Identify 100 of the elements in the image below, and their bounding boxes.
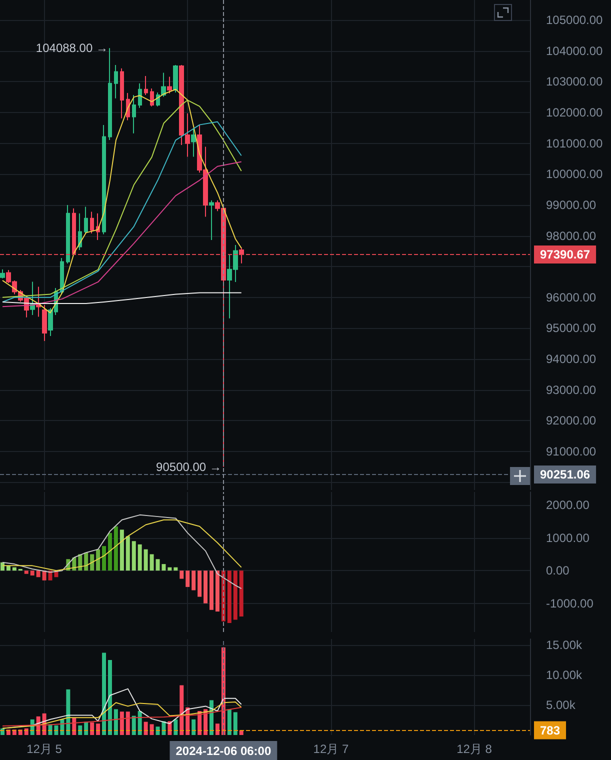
bar xyxy=(192,719,196,735)
bar xyxy=(102,546,106,571)
bar xyxy=(96,549,100,571)
bar xyxy=(168,567,172,571)
bar xyxy=(30,570,34,576)
candlestick xyxy=(239,246,244,264)
ref-line-label: 90251.06 xyxy=(540,468,590,482)
candlestick xyxy=(209,200,214,241)
y-tick-label: 96000.00 xyxy=(546,290,596,304)
line-series xyxy=(2,519,242,572)
bar xyxy=(215,724,220,735)
y-tick-label: 93000.00 xyxy=(546,382,596,397)
candlestick xyxy=(179,64,184,146)
y-tick-label: -1000.00 xyxy=(546,596,594,610)
bar xyxy=(90,722,94,735)
bar xyxy=(174,567,178,571)
y-tick-label: 103000.00 xyxy=(546,74,604,89)
bar xyxy=(144,549,148,571)
bar xyxy=(227,570,232,623)
y-tick-label: 102000.00 xyxy=(546,105,604,120)
bar xyxy=(132,541,136,571)
y-tick-label: 2000.00 xyxy=(546,498,590,512)
candlestick xyxy=(42,304,47,342)
candlestick xyxy=(78,212,82,251)
y-tick-label: 94000.00 xyxy=(546,352,596,366)
y-tick-label: 100000.00 xyxy=(546,167,604,182)
ref-line-label: 97390.67 xyxy=(540,248,590,262)
bar xyxy=(239,570,244,616)
bar xyxy=(215,570,220,612)
bar xyxy=(108,532,112,571)
x-tick-label: 12月 8 xyxy=(456,742,492,756)
bar xyxy=(233,570,238,620)
candlestick xyxy=(185,112,190,158)
y-tick-label: 99000.00 xyxy=(546,198,596,212)
x-tick-label: 12月 7 xyxy=(313,742,349,756)
bar xyxy=(102,652,106,735)
line-series xyxy=(2,161,242,308)
bar xyxy=(150,724,154,735)
candlestick xyxy=(114,64,118,99)
bar xyxy=(114,709,118,735)
y-tick-label: 105000.00 xyxy=(546,13,604,28)
bar xyxy=(126,712,130,735)
y-tick-label: 92000.00 xyxy=(546,414,596,428)
bar xyxy=(66,689,70,735)
bar xyxy=(180,570,184,579)
candlestick xyxy=(72,208,76,255)
bar xyxy=(138,544,142,571)
bar xyxy=(108,660,112,735)
bar xyxy=(120,530,124,571)
y-tick-label: 5.00k xyxy=(546,698,576,712)
bar xyxy=(96,724,100,735)
candlestick xyxy=(138,82,142,108)
x-tick-label: 12月 5 xyxy=(26,742,62,756)
bar xyxy=(114,526,118,571)
candlestick xyxy=(90,211,94,234)
candlestick xyxy=(66,204,70,264)
y-tick-label: 91000.00 xyxy=(546,444,596,458)
line-series xyxy=(2,292,242,304)
candlestick xyxy=(150,88,154,107)
y-tick-label: 104000.00 xyxy=(546,44,604,58)
bar xyxy=(192,570,196,590)
y-tick-label: 1000.00 xyxy=(546,530,590,545)
y-tick-label: 101000.00 xyxy=(546,136,604,150)
bar xyxy=(174,719,178,735)
line-series xyxy=(2,514,242,590)
bar xyxy=(90,554,94,571)
bar xyxy=(186,570,190,587)
candlestick xyxy=(0,268,5,279)
y-tick-label: 95000.00 xyxy=(546,321,596,336)
candlestick xyxy=(144,76,148,96)
bar xyxy=(227,709,232,735)
bar xyxy=(180,685,184,735)
bar xyxy=(198,570,202,597)
bar xyxy=(144,722,148,735)
candlestick xyxy=(132,94,136,134)
line-series xyxy=(2,702,242,729)
candlestick xyxy=(173,64,178,93)
y-tick-label: 10.00k xyxy=(546,668,584,682)
candlestick xyxy=(60,258,64,295)
bar xyxy=(204,570,208,604)
bar xyxy=(210,570,214,610)
y-tick-label: 98000.00 xyxy=(546,228,596,243)
bar xyxy=(36,570,40,578)
bar xyxy=(204,709,208,735)
ref-line-label: 2024-12-06 06:00 xyxy=(176,744,272,758)
bar xyxy=(150,554,154,571)
annotation: 90500.00 → xyxy=(156,460,222,474)
y-tick-label: 0.00 xyxy=(546,564,570,578)
bar xyxy=(24,570,28,574)
bar xyxy=(12,567,16,571)
line-series xyxy=(2,706,242,726)
y-tick-label: 15.00k xyxy=(546,638,584,652)
candlestick xyxy=(191,128,196,158)
candlestick xyxy=(167,76,172,94)
candlestick xyxy=(102,124,106,235)
bar xyxy=(42,570,46,580)
candlestick xyxy=(120,68,124,119)
candlestick xyxy=(30,281,35,316)
candlestick xyxy=(108,48,112,141)
candlestick xyxy=(84,206,88,234)
